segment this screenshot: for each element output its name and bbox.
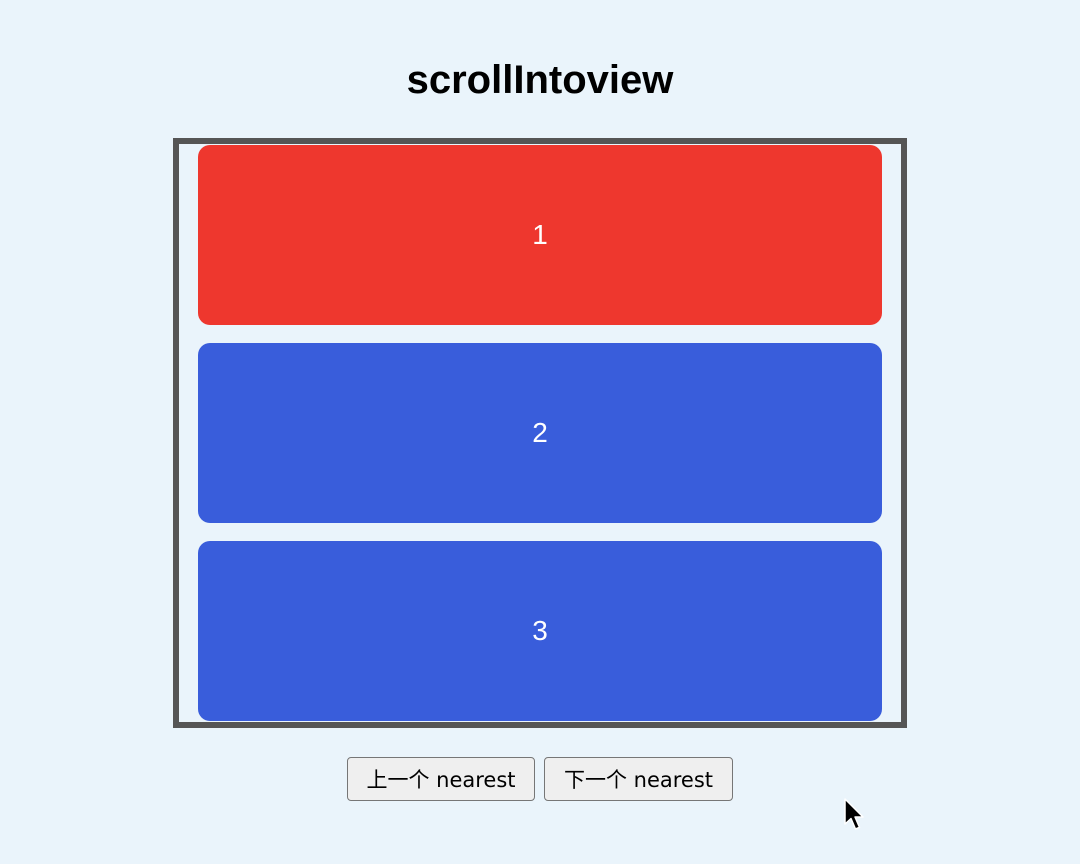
next-nearest-button[interactable]: 下一个 nearest xyxy=(544,757,733,801)
page-title: scrollIntoview xyxy=(406,58,674,102)
card-1-label: 1 xyxy=(532,219,548,250)
card-2: 2 xyxy=(198,343,882,523)
card-3-label: 3 xyxy=(532,615,548,646)
prev-nearest-button[interactable]: 上一个 nearest xyxy=(347,757,535,801)
card-2-label: 2 xyxy=(532,417,548,448)
scroll-container[interactable]: 1 2 3 xyxy=(173,138,907,728)
card-1: 1 xyxy=(198,145,882,325)
card-3: 3 xyxy=(198,541,882,721)
mouse-pointer-icon xyxy=(844,798,864,830)
